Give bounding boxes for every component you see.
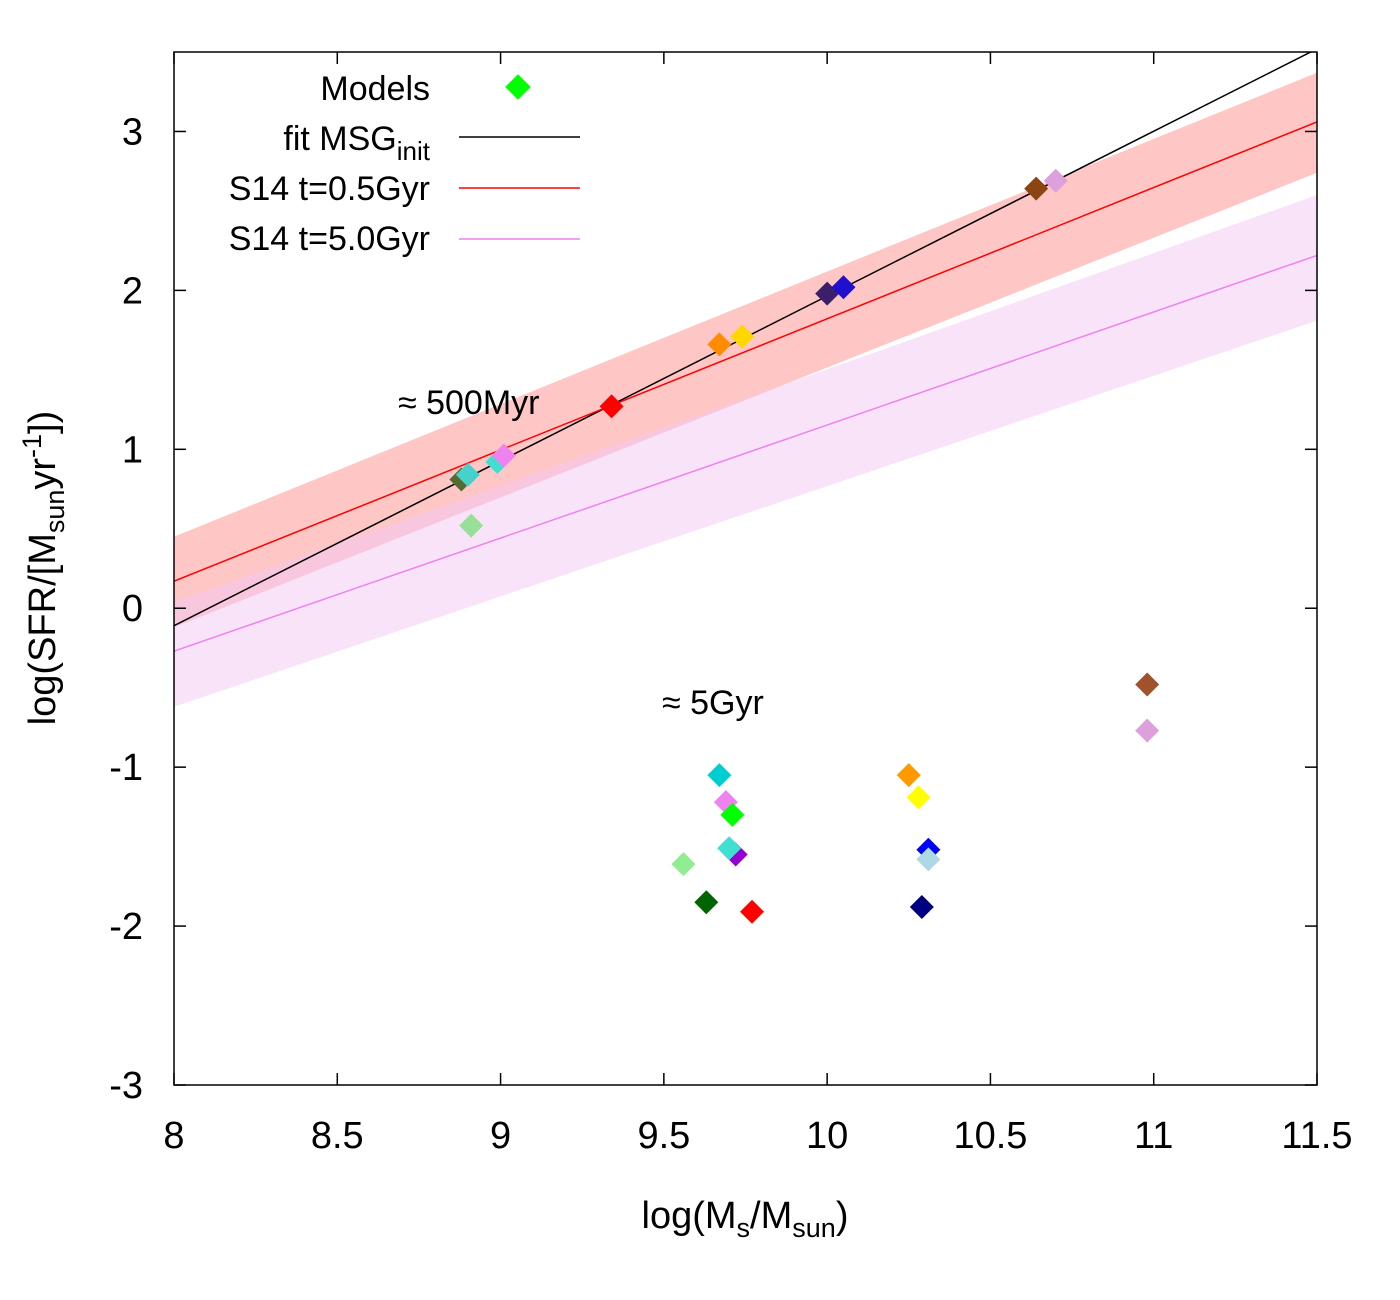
x-tick-labels: 8 8.5 9 9.5 10 10.5 11 11.5: [163, 1115, 1352, 1157]
model-point-1-8: [896, 763, 921, 788]
model-point-0-6: [707, 332, 732, 357]
relation-line-1: [174, 121, 1317, 582]
model-points: [449, 168, 1160, 924]
x-tick-label-2: 9: [490, 1115, 511, 1157]
x-tick-label-6: 11: [1134, 1115, 1173, 1157]
x-tick-label-4: 10: [806, 1115, 848, 1157]
x-tick-label-3: 9.5: [637, 1115, 690, 1157]
model-point-1-14: [1135, 718, 1160, 743]
legend-label-s14-50: S14 t=5.0Gyr: [229, 220, 430, 258]
y-tick-label-6: 3: [122, 111, 143, 153]
annotation-5gyr: ≈ 5Gyr: [662, 684, 764, 722]
x-tick-label-5: 10.5: [953, 1115, 1027, 1157]
model-point-0-4: [491, 443, 516, 468]
axis-ticks: [173, 52, 1318, 1086]
x-tick-label-1: 8.5: [311, 1115, 364, 1157]
model-point-0-5: [599, 394, 624, 419]
scatter-bands: [174, 72, 1317, 707]
model-point-0-9: [831, 275, 856, 300]
y-tick-label-4: 1: [122, 429, 143, 471]
model-point-1-0: [707, 763, 732, 788]
x-tick-label-0: 8: [163, 1115, 184, 1157]
legend-label-models: Models: [320, 70, 430, 108]
model-point-0-2: [459, 513, 484, 538]
y-tick-label-1: -2: [109, 906, 143, 948]
legend-label-s14-05: S14 t=0.5Gyr: [229, 170, 430, 208]
model-point-1-4: [717, 836, 742, 861]
model-point-1-7: [740, 899, 765, 924]
model-point-0-11: [1043, 168, 1068, 193]
model-point-1-6: [694, 890, 719, 915]
x-tick-label-7: 11.5: [1281, 1115, 1352, 1157]
y-tick-labels: -3 -2 -1 0 1 2 3: [109, 111, 143, 1107]
model-point-1-13: [1135, 672, 1160, 697]
model-point-0-10: [1024, 176, 1049, 201]
model-point-0-7: [730, 324, 755, 349]
y-tick-label-0: -3: [109, 1065, 143, 1107]
model-point-1-12: [909, 895, 934, 920]
y-tick-label-3: 0: [122, 588, 143, 630]
y-tick-label-5: 2: [122, 270, 143, 312]
model-point-1-5: [671, 852, 696, 877]
legend-label-fit: fit MSGinit: [283, 120, 430, 166]
plot-frame: [173, 51, 1318, 1086]
model-point-1-11: [916, 847, 941, 872]
relation-line-2: [174, 254, 1317, 652]
legend: Models fit MSGinit S14 t=0.5Gyr S14 t=5.…: [229, 70, 580, 258]
x-axis-title: log(Ms/Msun): [642, 1195, 849, 1243]
y-axis-title: log(SFR/[Msunyr-1]): [17, 411, 70, 726]
model-point-1-9: [906, 785, 931, 810]
model-point-1-2: [720, 802, 745, 827]
y-tick-label-2: -1: [109, 747, 143, 789]
scatter-band-1: [174, 195, 1317, 707]
legend-marker-models: [505, 74, 531, 100]
annotation-500myr: ≈ 500Myr: [398, 384, 539, 422]
model-point-0-1: [455, 462, 480, 487]
